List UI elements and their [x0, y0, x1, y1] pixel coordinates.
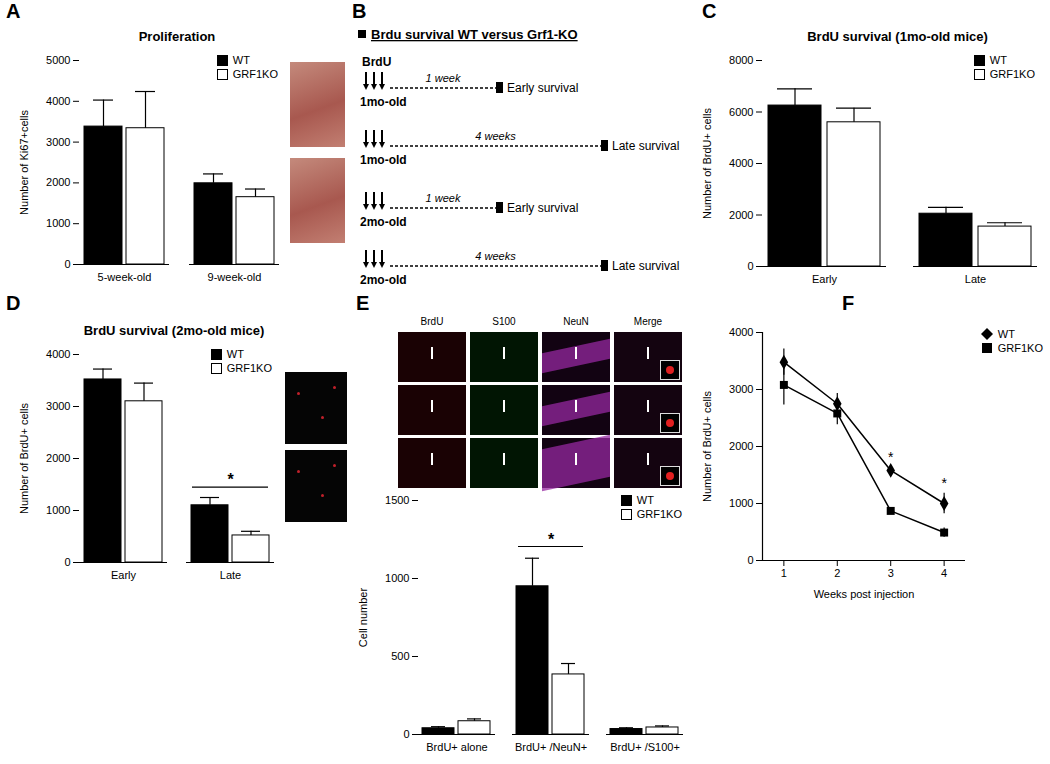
svg-text:0: 0	[64, 556, 70, 568]
svg-text:1000: 1000	[385, 572, 409, 584]
svg-text:3: 3	[888, 567, 894, 579]
svg-text:1: 1	[781, 567, 787, 579]
html-text:GRF1KO: GRF1KO	[989, 68, 1035, 80]
html-text:BrdU survival (2mo-old mice): BrdU survival (2mo-old mice)	[83, 323, 265, 338]
svg-text:1000: 1000	[46, 504, 70, 516]
svg-text:4 weeks: 4 weeks	[475, 250, 516, 262]
svg-text:4000: 4000	[46, 348, 70, 360]
svg-text:3000: 3000	[729, 383, 753, 395]
svg-text:5000: 5000	[46, 54, 70, 66]
svg-text:Late: Late	[965, 273, 986, 285]
svg-text:4000: 4000	[729, 326, 753, 338]
html-text:GRF1KO: GRF1KO	[226, 362, 272, 374]
svg-text:Number of BrdU+ cells: Number of BrdU+ cells	[701, 108, 713, 219]
svg-text:2mo-old: 2mo-old	[360, 273, 407, 287]
html-text:E: E	[356, 292, 370, 314]
html-text:BrdU survival (1mo-old mice): BrdU survival (1mo-old mice)	[807, 29, 988, 44]
svg-text:500: 500	[391, 650, 409, 662]
html-text:WT: WT	[232, 54, 250, 66]
svg-text:0: 0	[403, 728, 409, 740]
html-text:WT: WT	[226, 348, 244, 360]
svg-text:1 week: 1 week	[426, 192, 461, 204]
svg-text:Late survival: Late survival	[612, 259, 679, 273]
svg-text:1mo-old: 1mo-old	[360, 153, 407, 167]
svg-text:Weeks post injection: Weeks post injection	[814, 588, 915, 600]
svg-text:2: 2	[834, 567, 840, 579]
html-text:D: D	[6, 292, 21, 314]
svg-text:*: *	[941, 475, 947, 491]
html-text:F: F	[842, 292, 855, 314]
svg-text:3000: 3000	[46, 136, 70, 148]
svg-text:3000: 3000	[46, 400, 70, 412]
svg-text:BrdU: BrdU	[362, 55, 391, 69]
html-text:WT: WT	[989, 54, 1007, 66]
svg-text:2000: 2000	[46, 176, 70, 188]
svg-text:Number of BrdU+ cells: Number of BrdU+ cells	[701, 391, 713, 502]
svg-text:*: *	[888, 449, 894, 465]
svg-text:2000: 2000	[729, 209, 753, 221]
svg-text:5-week-old: 5-week-old	[98, 271, 152, 283]
svg-text:*: *	[548, 531, 555, 548]
svg-text:Early survival: Early survival	[507, 201, 578, 215]
svg-text:Cell number: Cell number	[357, 588, 369, 648]
html-text:GRF1KO: GRF1KO	[232, 68, 278, 80]
svg-text:BrdU+ /S100+: BrdU+ /S100+	[610, 741, 680, 753]
svg-text:9-week-old: 9-week-old	[208, 271, 262, 283]
html-text:BrdU: BrdU	[420, 316, 444, 327]
svg-text:1mo-old: 1mo-old	[360, 95, 407, 109]
svg-text:Early survival: Early survival	[507, 81, 578, 95]
html-text:NeuN: NeuN	[563, 316, 589, 327]
svg-text:0: 0	[747, 554, 753, 566]
html-text:A: A	[6, 0, 21, 22]
svg-text:Early: Early	[812, 273, 838, 285]
svg-text:4 weeks: 4 weeks	[475, 130, 516, 142]
svg-text:Brdu survival WT versus Grf1-K: Brdu survival WT versus Grf1-KO	[371, 27, 578, 42]
html-text:S100: S100	[492, 316, 516, 327]
svg-text:4: 4	[941, 567, 947, 579]
html-text:WT: WT	[636, 494, 654, 506]
html-text:GRF1KO: GRF1KO	[997, 342, 1043, 354]
svg-text:4000: 4000	[729, 157, 753, 169]
svg-text:4000: 4000	[46, 95, 70, 107]
svg-text:8000: 8000	[729, 54, 753, 66]
svg-text:Number of BrdU+ cells: Number of BrdU+ cells	[18, 403, 30, 514]
svg-text:BrdU+ /NeuN+: BrdU+ /NeuN+	[515, 741, 587, 753]
svg-text:2000: 2000	[46, 452, 70, 464]
svg-text:Late: Late	[220, 569, 241, 581]
svg-text:Late survival: Late survival	[612, 139, 679, 153]
html-text:GRF1KO: GRF1KO	[636, 508, 682, 520]
html-text:C: C	[702, 0, 717, 22]
svg-text:0: 0	[64, 258, 70, 270]
svg-text:0: 0	[747, 260, 753, 272]
html-text:Proliferation: Proliferation	[138, 29, 216, 44]
svg-text:1000: 1000	[729, 497, 753, 509]
svg-text:1500: 1500	[385, 494, 409, 506]
svg-text:1 week: 1 week	[426, 72, 461, 84]
html-text:WT: WT	[997, 328, 1015, 340]
html-text:B: B	[352, 0, 367, 22]
svg-text:BrdU+ alone: BrdU+ alone	[426, 741, 487, 753]
svg-text:2000: 2000	[729, 440, 753, 452]
svg-text:*: *	[227, 471, 234, 488]
svg-text:1000: 1000	[46, 217, 70, 229]
svg-text:2mo-old: 2mo-old	[360, 215, 407, 229]
svg-text:Number of Ki67+cells: Number of Ki67+cells	[18, 110, 30, 215]
svg-text:Early: Early	[111, 569, 137, 581]
svg-text:6000: 6000	[729, 106, 753, 118]
html-text:Merge: Merge	[633, 316, 663, 327]
